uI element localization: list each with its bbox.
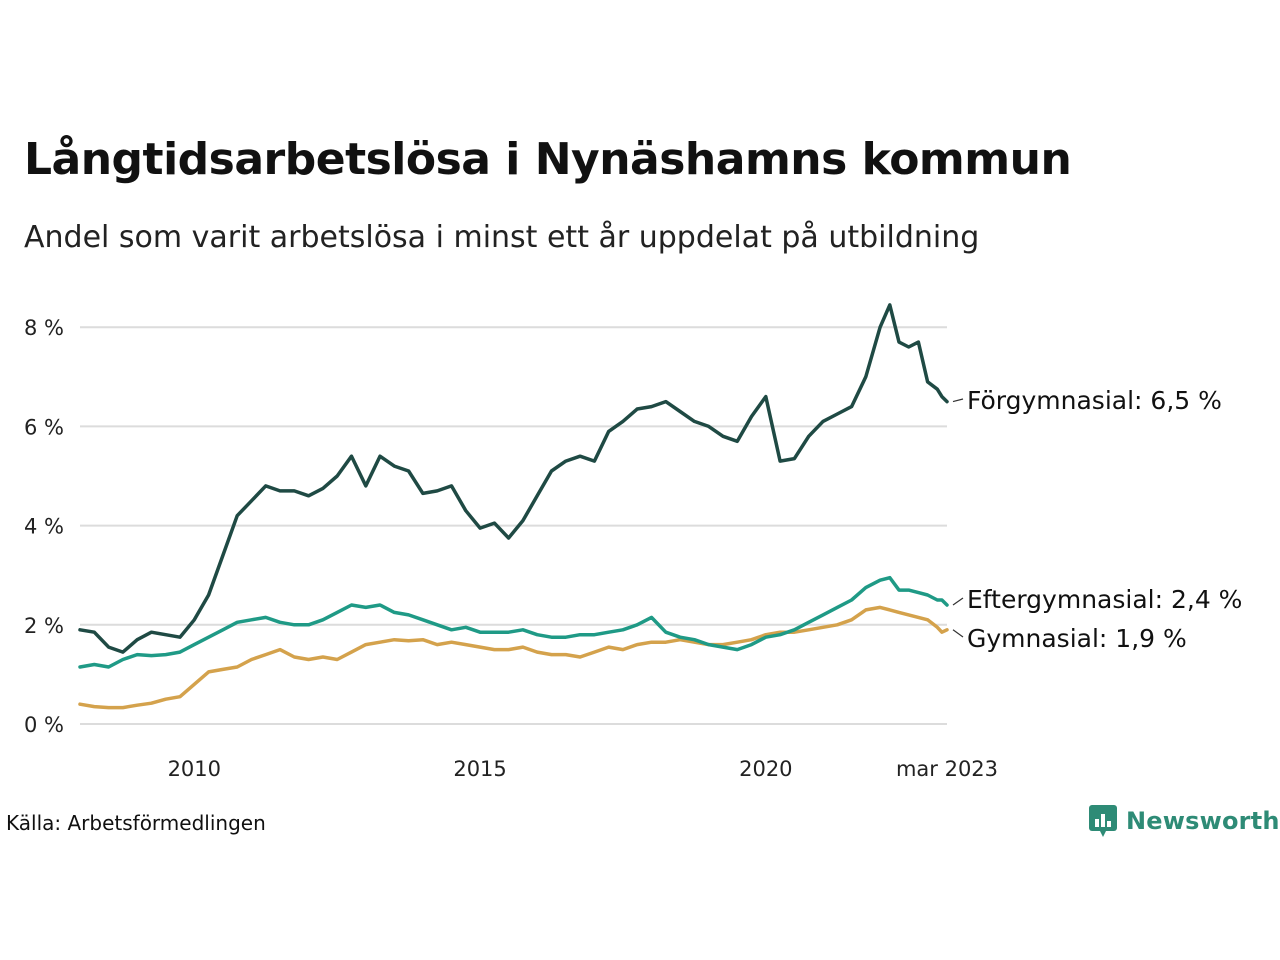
label-leader-line: [952, 597, 964, 606]
series-end-label: Gymnasial: 1,9 %: [967, 624, 1187, 653]
brand-name: Newsworthy: [1126, 807, 1280, 835]
y-tick-label: 2 %: [24, 614, 64, 638]
series-line-eftergymnasial: [78, 575, 949, 669]
y-tick-label: 4 %: [24, 515, 64, 539]
y-tick-label: 8 %: [24, 316, 64, 340]
series: [78, 303, 949, 710]
y-tick-label: 0 %: [24, 713, 64, 737]
series-end-label: Eftergymnasial: 2,4 %: [967, 585, 1242, 614]
x-tick-label: mar 2023: [896, 757, 998, 781]
series-line-förgymnasial: [78, 303, 949, 654]
y-tick-label: 6 %: [24, 415, 64, 439]
source-note: Källa: Arbetsförmedlingen: [6, 811, 266, 835]
series-line-gymnasial: [78, 605, 949, 710]
series-end-labels: Förgymnasial: 6,5 % Eftergymnasial: 2,4 %…: [952, 386, 1242, 653]
label-leader-line: [952, 629, 964, 638]
axes: 0 % 2 % 4 % 6 % 8 % 2010 2015 2020 mar 2023: [24, 316, 998, 781]
series-end-label: Förgymnasial: 6,5 %: [967, 386, 1222, 415]
x-tick-label: 2020: [739, 757, 792, 781]
x-tick-label: 2015: [453, 757, 506, 781]
grid: [80, 326, 947, 725]
chart-title: Långtidsarbetslösa i Nynäshamns kommun: [24, 134, 1072, 185]
brand-logo: Newsworthy: [1088, 803, 1280, 839]
x-tick-label: 2010: [168, 757, 221, 781]
chart-subtitle: Andel som varit arbetslösa i minst ett å…: [24, 220, 980, 255]
newsworthy-logo-icon: [1089, 805, 1117, 837]
label-leader-line: [952, 398, 964, 403]
